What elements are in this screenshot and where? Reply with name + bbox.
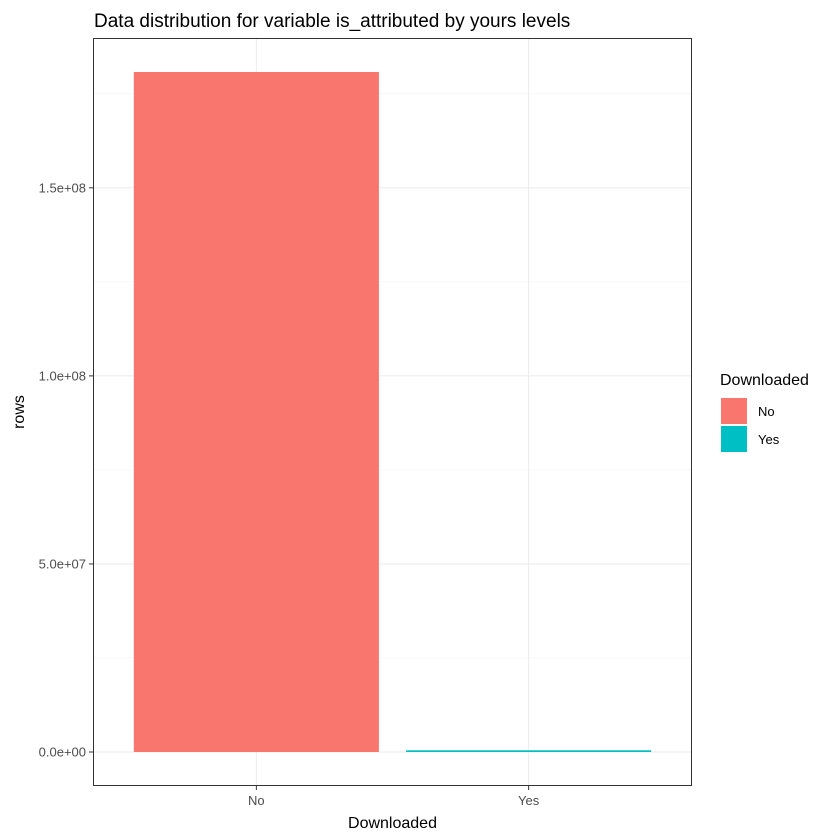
legend-label-yes: Yes (758, 432, 780, 447)
x-tick-label: No (248, 793, 265, 808)
legend-key-yes (721, 426, 747, 452)
x-tick-label: Yes (518, 793, 540, 808)
bar-yes (406, 750, 652, 752)
x-axis-title: Downloaded (348, 815, 437, 832)
y-tick-label: 1.0e+08 (39, 368, 86, 383)
y-tick-label: 5.0e+07 (39, 556, 86, 571)
bars (133, 72, 652, 752)
x-axis: No Yes (248, 786, 540, 808)
bar-no (133, 72, 379, 752)
y-tick-label: 0.0e+00 (39, 745, 86, 760)
legend-label-no: No (758, 404, 775, 419)
y-tick-label: 1.5e+08 (39, 180, 86, 195)
y-axis: 0.0e+00 5.0e+07 1.0e+08 1.5e+08 (39, 180, 93, 760)
legend: Downloaded No Yes (720, 372, 809, 452)
y-axis-title: rows (11, 395, 28, 429)
legend-title: Downloaded (720, 372, 809, 389)
legend-key-no (721, 398, 747, 424)
plot-panel-border (93, 38, 692, 786)
chart-title: Data distribution for variable is_attrib… (94, 11, 570, 32)
legend-items: No Yes (721, 398, 780, 452)
